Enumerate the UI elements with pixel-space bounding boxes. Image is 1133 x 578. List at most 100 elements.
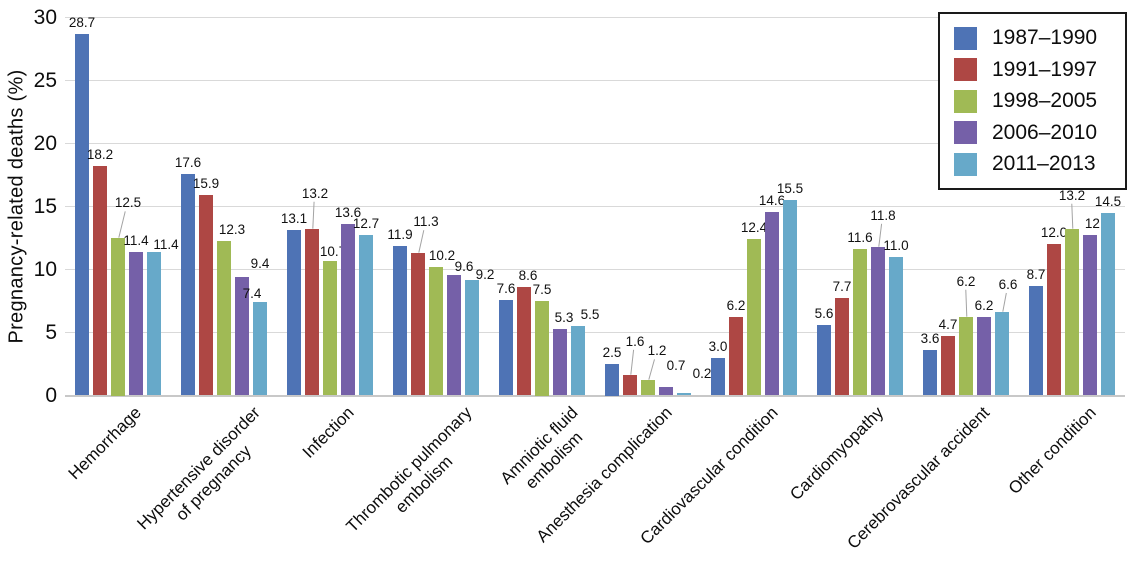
legend-item: 1998–2005	[954, 89, 1111, 113]
value-label: 14.5	[1094, 193, 1122, 209]
bar-cardiovascular-condition-1991–1997	[729, 317, 743, 396]
bar-cerebrovascular-accident-2006–2010	[977, 317, 991, 396]
gridline	[65, 269, 1125, 270]
gridline	[65, 143, 1125, 144]
bar-hypertensive-disorder-2011–2013	[253, 302, 267, 396]
y-tick-label: 15	[33, 194, 57, 218]
value-label: 3.6	[920, 331, 940, 347]
y-tick-label: 10	[33, 257, 57, 281]
value-label: 28.7	[68, 14, 96, 30]
value-label: 11.9	[387, 226, 413, 242]
value-label: 5.5	[580, 307, 600, 323]
y-tick-label: 30	[33, 5, 57, 29]
value-label: 7.7	[832, 279, 852, 295]
bar-hypertensive-disorder-1987–1990	[181, 173, 195, 396]
value-label: 3.0	[708, 338, 728, 354]
value-label: 0.2	[692, 365, 712, 381]
value-label: 17.6	[174, 154, 202, 170]
gridline	[65, 80, 1125, 81]
bar-cerebrovascular-accident-1991–1997	[941, 336, 955, 396]
bar-cardiomyopathy-1991–1997	[835, 298, 849, 396]
value-label: 6.2	[956, 274, 976, 290]
leader-line	[878, 223, 883, 247]
y-tick-label: 5	[45, 320, 57, 344]
value-label: 8.7	[1026, 266, 1046, 282]
value-label: 15.5	[776, 181, 804, 197]
legend-item: 1991–1997	[954, 58, 1111, 82]
bar-cardiovascular-condition-2011–2013	[783, 200, 797, 396]
bar-hemorrhage-2006–2010	[129, 251, 143, 396]
legend-item: 2011–2013	[954, 152, 1111, 176]
bar-cerebrovascular-accident-1998–2005	[959, 317, 973, 396]
value-label: 14.6	[758, 192, 786, 208]
value-label: 6.2	[974, 298, 994, 314]
bar-amniotic-fluid-1998–2005	[535, 301, 549, 396]
value-label: 11.8	[870, 207, 896, 223]
bar-cardiomyopathy-2011–2013	[889, 256, 903, 396]
value-label: 9.2	[475, 266, 495, 282]
value-label: 13.6	[334, 205, 362, 221]
bar-cardiovascular-condition-2006–2010	[765, 211, 779, 396]
value-label: 2.5	[602, 345, 622, 360]
bar-infection-1998–2005	[323, 260, 337, 396]
bar-anesthesia-complication-1998–2005	[641, 380, 655, 396]
bar-infection-2006–2010	[341, 224, 355, 396]
bar-other-condition-1987–1990	[1029, 285, 1043, 396]
bar-hemorrhage-2011–2013	[147, 251, 161, 396]
value-label: 6.2	[726, 298, 746, 314]
bar-hemorrhage-1998–2005	[111, 238, 125, 396]
value-label: 12.7	[352, 216, 380, 232]
bar-other-condition-1991–1997	[1047, 244, 1061, 396]
value-label: 15.9	[192, 176, 220, 192]
x-axis-line	[65, 394, 1125, 397]
value-label: 6.6	[998, 277, 1018, 293]
bar-cerebrovascular-accident-1987–1990	[923, 350, 937, 396]
category-label: Thrombotic pulmonary embolism	[342, 403, 476, 537]
bar-infection-2011–2013	[359, 235, 373, 396]
y-tick-label: 20	[33, 131, 57, 155]
bar-other-condition-2006–2010	[1083, 235, 1097, 396]
bar-infection-1987–1990	[287, 230, 301, 396]
category-label: Infection	[298, 403, 358, 462]
legend-label: 1991–1997	[992, 57, 1098, 81]
leader-line	[648, 359, 656, 381]
bar-hypertensive-disorder-1991–1997	[199, 195, 213, 396]
value-label: 9.4	[250, 256, 270, 272]
value-label: 4.7	[938, 317, 958, 333]
bar-thrombotic-pulmonary-2011–2013	[465, 279, 479, 396]
value-label: 12.4	[740, 220, 768, 236]
legend-label: 2006–2010	[992, 120, 1098, 144]
bar-hemorrhage-1991–1997	[93, 166, 107, 396]
legend-swatch-icon	[954, 121, 977, 144]
gridline	[65, 17, 1125, 18]
value-label: 8.6	[518, 268, 538, 284]
gridline	[65, 206, 1125, 207]
bar-other-condition-1998–2005	[1065, 229, 1079, 396]
bar-thrombotic-pulmonary-1998–2005	[429, 266, 443, 396]
value-label: 5.3	[554, 309, 574, 325]
legend-swatch-icon	[954, 89, 977, 113]
leader-line	[965, 290, 968, 318]
value-label: 11.4	[123, 232, 149, 248]
bar-amniotic-fluid-1987–1990	[499, 299, 513, 396]
value-label: 12.3	[218, 221, 246, 237]
bar-amniotic-fluid-2011–2013	[571, 326, 585, 396]
category-label: Cardiomyopathy	[786, 403, 888, 504]
leader-line	[1002, 293, 1008, 313]
bar-anesthesia-complication-2011–2013	[677, 392, 691, 396]
value-label: 0.7	[666, 357, 686, 373]
bar-thrombotic-pulmonary-1991–1997	[411, 253, 425, 396]
value-label: 12.0	[1040, 225, 1068, 241]
bar-anesthesia-complication-1987–1990	[605, 364, 619, 396]
leader-line	[312, 202, 315, 229]
legend-item: 2006–2010	[954, 121, 1111, 145]
legend-label: 1998–2005	[992, 89, 1098, 112]
bar-amniotic-fluid-2006–2010	[553, 328, 567, 396]
bar-thrombotic-pulmonary-2006–2010	[447, 274, 461, 396]
bar-anesthesia-complication-2006–2010	[659, 386, 673, 396]
value-label: 1.6	[625, 334, 645, 350]
value-label: 7.4	[242, 286, 262, 302]
bar-thrombotic-pulmonary-1987–1990	[393, 245, 407, 396]
bar-infection-1991–1997	[305, 229, 319, 396]
value-label: 5.6	[814, 305, 834, 321]
